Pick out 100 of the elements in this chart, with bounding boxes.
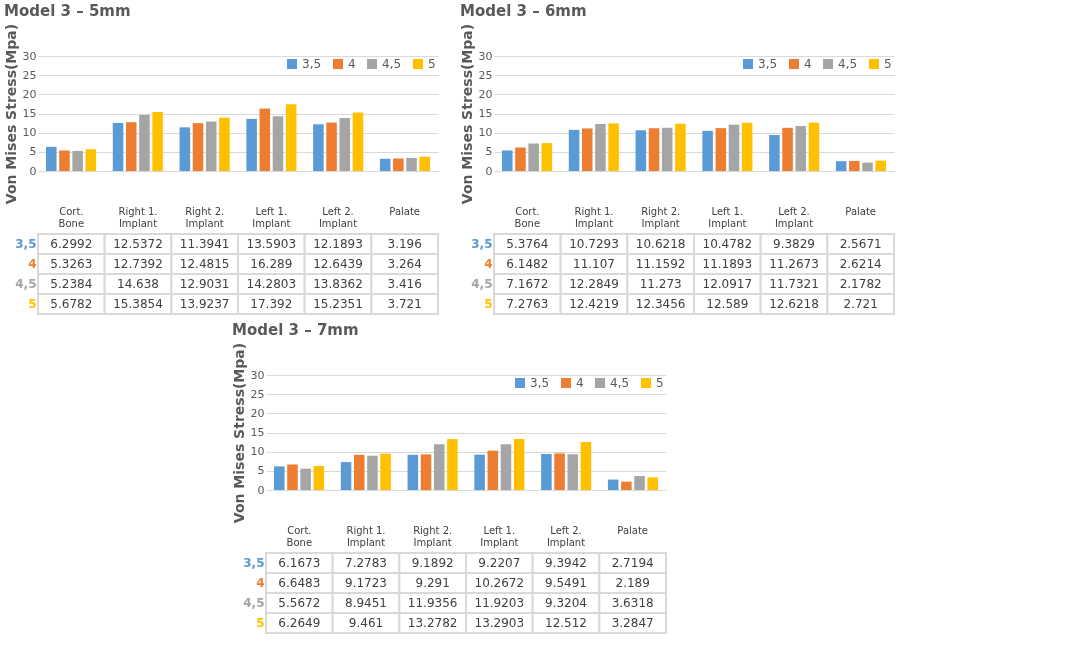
y-tick-label: 0 — [29, 164, 37, 178]
bar — [648, 128, 660, 171]
data-label: 5.5672 — [278, 596, 321, 610]
y-tick-label: 25 — [22, 68, 37, 82]
bar — [406, 157, 417, 171]
x-tick-label: Right 1. Implant — [574, 205, 614, 229]
bar — [634, 476, 645, 490]
data-label: 9.3829 — [773, 237, 815, 251]
bar — [541, 143, 553, 171]
text: 4 — [28, 257, 37, 271]
bar — [46, 146, 57, 171]
legend-label: 5 — [656, 376, 664, 390]
bar — [339, 117, 351, 171]
text: 4 — [256, 576, 265, 590]
y-tick-label: 5 — [29, 145, 37, 159]
bar — [219, 117, 230, 171]
text: 4 — [484, 257, 493, 271]
bar — [313, 465, 325, 490]
y-tick-label: 10 — [250, 445, 265, 459]
data-label: 11.107 — [573, 257, 615, 271]
data-label: 11.9203 — [474, 596, 525, 610]
x-tick-label: Right 1. Implant — [346, 524, 386, 548]
y-tick-label: 30 — [250, 368, 265, 382]
data-label: 7.2783 — [345, 556, 387, 570]
bar — [192, 123, 204, 171]
data-label: 8.9451 — [345, 596, 387, 610]
y-axis-title: Von Mises Stress(Mpa) — [230, 342, 247, 524]
data-label: 11.7321 — [769, 277, 819, 291]
data-label: 12.6439 — [313, 257, 363, 271]
x-tick-label: Left 2. Implant — [318, 205, 358, 229]
bar — [795, 126, 807, 171]
text: 3,5 — [243, 556, 265, 570]
bar — [420, 454, 432, 490]
data-label: 10.6218 — [635, 237, 686, 251]
y-axis-title: Von Mises Stress(Mpa) — [2, 23, 19, 205]
text: 4,5 — [471, 277, 493, 291]
bar — [621, 481, 632, 490]
y-tick-label: 25 — [478, 68, 493, 82]
legend-label: 4 — [804, 57, 812, 71]
x-tick-label: Palate — [845, 205, 877, 217]
bar — [205, 121, 217, 171]
data-label: 12.589 — [706, 297, 749, 311]
x-tick-label: Left 1. Implant — [708, 205, 747, 229]
bar — [287, 464, 298, 490]
bar — [380, 453, 391, 490]
bar — [379, 158, 391, 171]
y-tick-label: 10 — [478, 126, 493, 140]
bar — [179, 127, 191, 171]
text: 3,5 — [15, 237, 37, 251]
data-label: 3.6318 — [611, 596, 654, 610]
data-label: 10.4782 — [702, 237, 753, 251]
bar — [769, 135, 780, 171]
data-label: 16.289 — [250, 257, 293, 271]
data-label: 11.1893 — [702, 257, 753, 271]
data-label: 12.512 — [545, 616, 587, 630]
bar — [300, 468, 311, 490]
data-label: 9.2207 — [478, 556, 521, 570]
data-label: 9.461 — [348, 616, 384, 630]
data-label: 11.2673 — [769, 257, 819, 271]
data-label: 15.2351 — [313, 297, 363, 311]
bar — [393, 158, 404, 171]
bar — [541, 453, 552, 490]
bar — [581, 128, 593, 171]
data-label: 2.6214 — [839, 257, 882, 271]
bar — [647, 477, 658, 490]
bar — [728, 124, 740, 171]
data-label: 11.1592 — [635, 257, 686, 271]
bar — [502, 150, 513, 171]
x-tick-label: Palate — [389, 205, 421, 217]
bar — [554, 453, 565, 490]
data-label: 3.416 — [387, 277, 422, 291]
legend-label: 4,5 — [838, 57, 858, 71]
data-label: 12.7392 — [113, 257, 163, 271]
x-tick-label: Cort. Bone — [286, 524, 313, 548]
data-label: 12.5372 — [113, 237, 163, 251]
data-label: 13.2782 — [407, 616, 458, 630]
bar — [528, 143, 539, 171]
data-label: 9.5491 — [545, 576, 587, 590]
y-tick-label: 15 — [250, 426, 265, 439]
bar — [285, 104, 297, 171]
x-tick-label: Left 2. Implant — [546, 524, 586, 548]
data-label: 2.7194 — [611, 556, 654, 570]
bar — [407, 454, 419, 490]
data-label: 10.7293 — [569, 237, 619, 251]
x-tick-label: Left 1. Implant — [480, 524, 519, 548]
bar — [849, 160, 860, 171]
data-label: 12.3456 — [635, 297, 686, 311]
legend-label: 3,5 — [302, 57, 322, 71]
y-tick-label: 20 — [22, 87, 37, 101]
data-label: 5.2384 — [50, 277, 93, 291]
data-label: 14.2803 — [246, 277, 297, 291]
legend-label: 4,5 — [382, 57, 402, 71]
data-label: 11.273 — [639, 277, 682, 291]
x-tick-label: Right 1. Implant — [118, 205, 158, 229]
bar — [513, 439, 525, 490]
data-label: 2.721 — [843, 297, 878, 311]
chart-title: Model 3 – 7mm — [232, 321, 359, 340]
bar — [447, 439, 458, 490]
legend-label: 4 — [348, 57, 356, 71]
data-label: 2.5671 — [839, 237, 882, 251]
